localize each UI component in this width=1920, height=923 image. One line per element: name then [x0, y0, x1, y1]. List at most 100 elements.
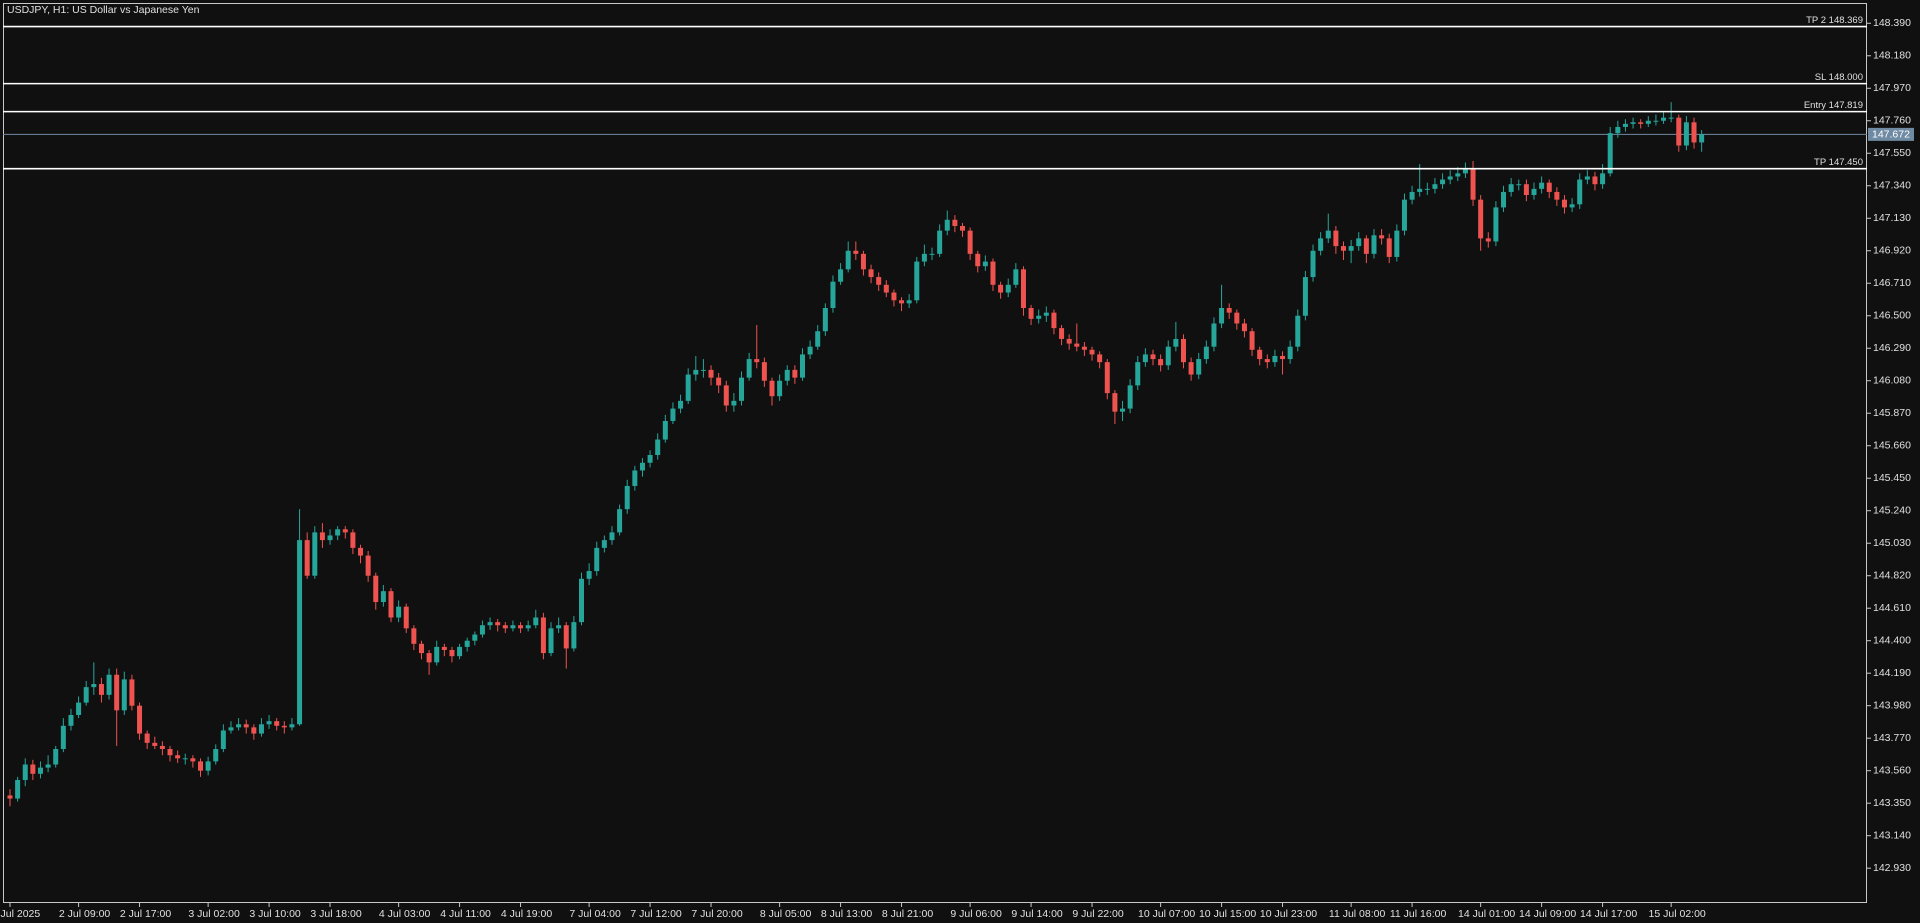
candle-body [1691, 122, 1697, 143]
candle-body [540, 617, 546, 654]
y-tick-label: 147.130 [1873, 212, 1911, 224]
candle-body [815, 331, 821, 347]
candle-body [975, 253, 981, 267]
candle-body [1203, 346, 1209, 360]
candle-body [418, 643, 424, 654]
candle-body [365, 555, 371, 576]
candle-body [731, 400, 737, 406]
candle-body [1592, 176, 1598, 185]
candle-body [1036, 315, 1042, 319]
candle-body [403, 606, 409, 629]
candle-body [1310, 250, 1316, 278]
candle-body [1066, 338, 1072, 344]
y-tick-label: 143.560 [1873, 764, 1911, 776]
candle-body [647, 455, 653, 463]
candle-body [1295, 315, 1301, 347]
candle-body [373, 575, 379, 603]
y-tick-label: 143.140 [1873, 829, 1911, 841]
candle-body [807, 346, 813, 355]
candle-body [1074, 343, 1080, 347]
candle-body [639, 462, 645, 471]
x-tick-label: 9 Jul 06:00 [950, 908, 1002, 920]
candle-body [22, 764, 28, 780]
candle-body [708, 369, 714, 378]
candle-body [1219, 308, 1225, 324]
candle-body [1059, 328, 1065, 339]
candle-body [754, 359, 760, 363]
candle-body [1615, 126, 1621, 134]
candle-body [1142, 354, 1148, 363]
candle-body [792, 369, 798, 378]
candle-body [1478, 199, 1484, 239]
candle-body [510, 625, 516, 629]
candle-body [700, 369, 706, 371]
candle-body [304, 540, 310, 576]
y-tick-label: 144.190 [1873, 667, 1911, 679]
candle-body [266, 721, 272, 725]
x-tick-label: 2 Jul 17:00 [120, 908, 172, 920]
candle-body [1188, 362, 1194, 375]
candle-body [609, 532, 615, 541]
candle-body [472, 634, 478, 641]
candle-body [937, 230, 943, 254]
y-tick-label: 145.450 [1873, 472, 1911, 484]
candle-body [1455, 173, 1461, 177]
candle-body [335, 529, 341, 536]
candle-body [1569, 204, 1575, 208]
candle-body [1523, 184, 1529, 196]
y-tick-label: 147.970 [1873, 82, 1911, 94]
candle-body [1645, 120, 1651, 124]
candle-body [1683, 122, 1689, 146]
candle-body [258, 724, 264, 734]
candle-body [594, 547, 600, 572]
candle-body [15, 779, 21, 799]
candle-body [1630, 122, 1636, 124]
y-tick-label: 148.390 [1873, 17, 1911, 29]
candle-body [914, 261, 920, 301]
x-tick-label: 9 Jul 14:00 [1011, 908, 1063, 920]
candle-body [998, 284, 1004, 293]
candle-body [45, 764, 51, 768]
candle-body [274, 721, 280, 726]
chart-title: USDJPY, H1: US Dollar vs Japanese Yen [7, 4, 200, 16]
candle-body [464, 640, 470, 647]
candle-body [1333, 230, 1339, 247]
y-tick-label: 142.930 [1873, 862, 1911, 874]
plot-border [3, 3, 1867, 903]
candle-body [685, 374, 691, 401]
candle-body [1120, 408, 1126, 412]
candle-body [479, 625, 485, 635]
y-tick-label: 147.550 [1873, 147, 1911, 159]
y-tick-label: 146.080 [1873, 375, 1911, 387]
candle-body [1272, 355, 1278, 363]
x-tick-label: 7 Jul 12:00 [630, 908, 682, 920]
y-tick-label: 147.340 [1873, 180, 1911, 192]
candle-body [1668, 117, 1674, 119]
candle-body [1196, 359, 1202, 375]
x-tick-label: 7 Jul 20:00 [691, 908, 743, 920]
candle-body [533, 617, 539, 626]
x-tick-label: 2 Jul 2025 [0, 908, 40, 920]
candle-body [1501, 191, 1507, 208]
candle-body [891, 292, 897, 301]
x-tick-label: 10 Jul 07:00 [1138, 908, 1195, 920]
x-tick-label: 4 Jul 03:00 [379, 908, 431, 920]
candle-body [114, 674, 120, 711]
candle-body [1150, 354, 1156, 360]
y-tick-label: 146.500 [1873, 310, 1911, 322]
candle-body [1600, 173, 1606, 185]
candle-body [358, 547, 364, 556]
candle-body [579, 578, 584, 623]
candle-body [121, 679, 127, 711]
candle-body [1005, 284, 1011, 293]
candle-body [1180, 338, 1186, 363]
candle-body [198, 761, 203, 771]
candle-body [761, 362, 767, 381]
candle-body [426, 653, 432, 663]
candle-body [1432, 184, 1438, 189]
y-tick-label: 143.350 [1873, 797, 1911, 809]
candle-body [655, 439, 661, 456]
x-tick-label: 3 Jul 10:00 [249, 908, 301, 920]
candle-body [236, 724, 242, 728]
